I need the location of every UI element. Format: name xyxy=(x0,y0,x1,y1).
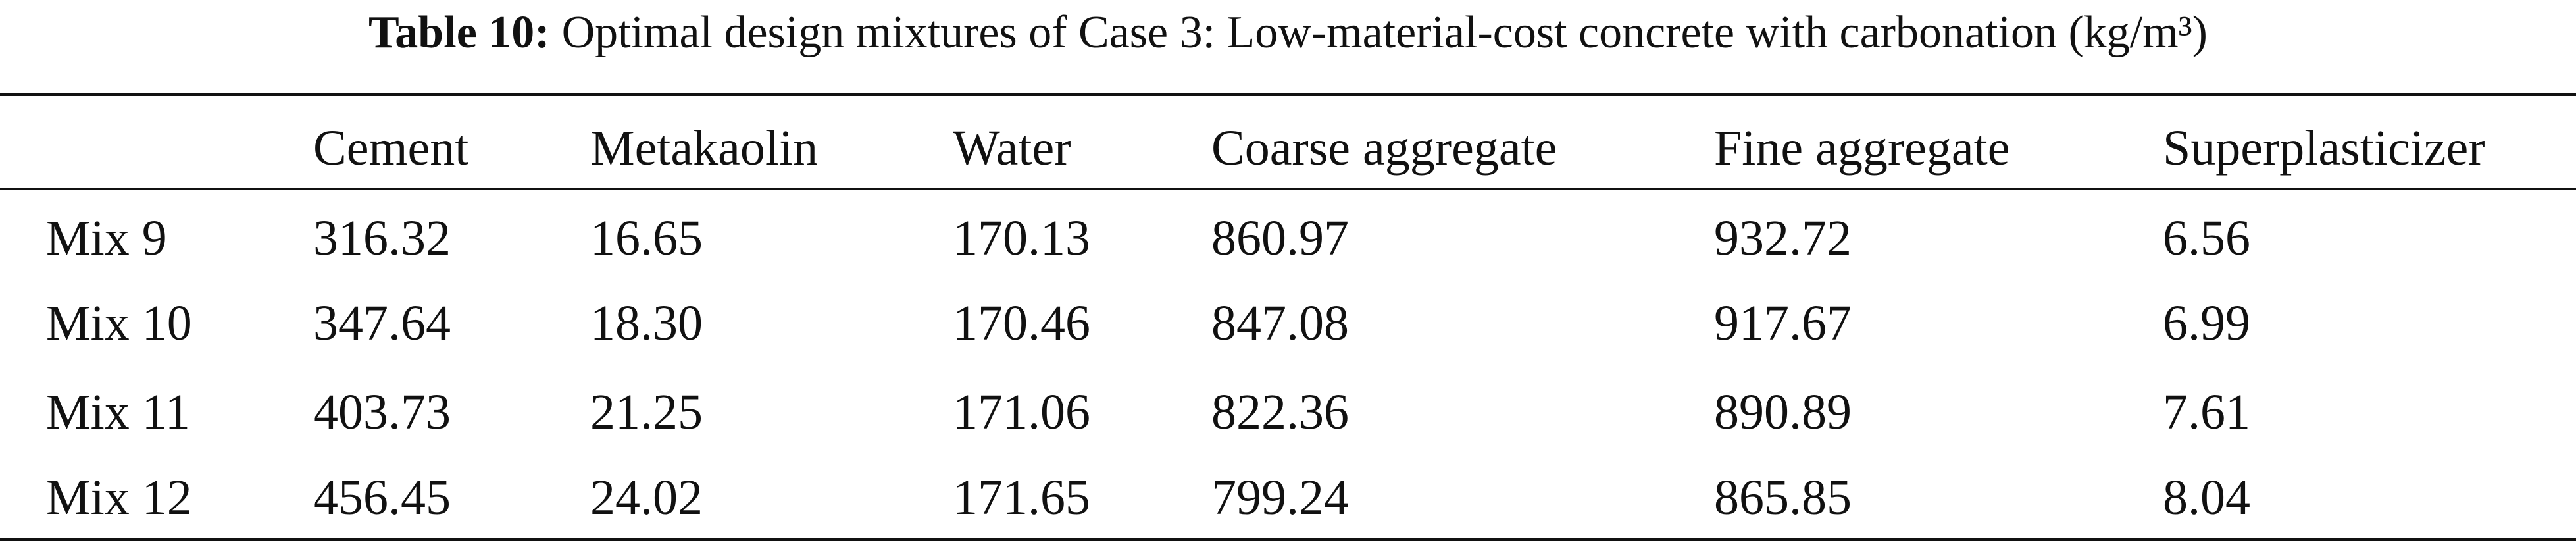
table-cell: 799.24 xyxy=(1211,470,1349,525)
table-cell: 24.02 xyxy=(590,470,703,525)
column-header: Fine aggregate xyxy=(1714,120,2010,176)
header-rule xyxy=(0,188,2576,190)
table-cell: 6.56 xyxy=(2163,211,2250,266)
table-cell: 917.67 xyxy=(1714,296,1852,351)
column-header: Metakaolin xyxy=(590,120,819,176)
table-cell: 847.08 xyxy=(1211,296,1349,351)
top-rule xyxy=(0,93,2576,96)
column-header: Cement xyxy=(313,120,469,176)
table-cell: 890.89 xyxy=(1714,384,1852,440)
table-cell: 171.65 xyxy=(953,470,1090,525)
table-cell: 865.85 xyxy=(1714,470,1852,525)
row-label: Mix 12 xyxy=(46,470,192,525)
table-cell: 18.30 xyxy=(590,296,703,351)
table-caption: Table 10: Optimal design mixtures of Case… xyxy=(0,5,2576,61)
caption-text: Optimal design mixtures of Case 3: Low-m… xyxy=(561,7,2208,58)
table-cell: 316.32 xyxy=(313,211,451,266)
table-cell: 170.46 xyxy=(953,296,1090,351)
column-header: Coarse aggregate xyxy=(1211,120,1557,176)
table-cell: 16.65 xyxy=(590,211,703,266)
table-cell: 8.04 xyxy=(2163,470,2250,525)
table-cell: 21.25 xyxy=(590,384,703,440)
column-header: Superplasticizer xyxy=(2163,120,2485,176)
row-label: Mix 9 xyxy=(46,211,167,266)
table-cell: 822.36 xyxy=(1211,384,1349,440)
row-label: Mix 10 xyxy=(46,296,192,351)
table-cell: 6.99 xyxy=(2163,296,2250,351)
table-cell: 403.73 xyxy=(313,384,451,440)
table-cell: 456.45 xyxy=(313,470,451,525)
table-cell: 932.72 xyxy=(1714,211,1852,266)
table-cell: 347.64 xyxy=(313,296,451,351)
table-cell: 171.06 xyxy=(953,384,1090,440)
table-cell: 860.97 xyxy=(1211,211,1349,266)
bottom-rule xyxy=(0,538,2576,541)
caption-label: Table 10: xyxy=(368,7,550,58)
table-cell: 170.13 xyxy=(953,211,1090,266)
row-label: Mix 11 xyxy=(46,384,190,440)
column-header: Water xyxy=(953,120,1071,176)
table-cell: 7.61 xyxy=(2163,384,2250,440)
